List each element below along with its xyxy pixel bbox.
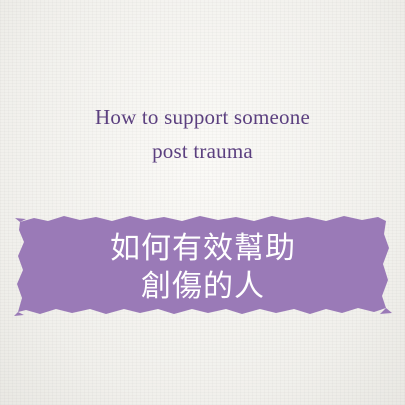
english-title-line-2: post trauma: [152, 139, 253, 163]
english-title-line-1: How to support someone: [95, 105, 310, 129]
chinese-title: 如何有效幫助 創傷的人: [14, 230, 392, 306]
english-title: How to support someone post trauma: [0, 100, 405, 168]
chinese-title-line-2: 創傷的人: [141, 269, 265, 304]
brush-stroke-banner: 如何有效幫助 創傷的人: [14, 212, 392, 320]
chinese-title-line-1: 如何有效幫助: [110, 231, 296, 266]
brush-stroke-shape: [14, 216, 392, 316]
